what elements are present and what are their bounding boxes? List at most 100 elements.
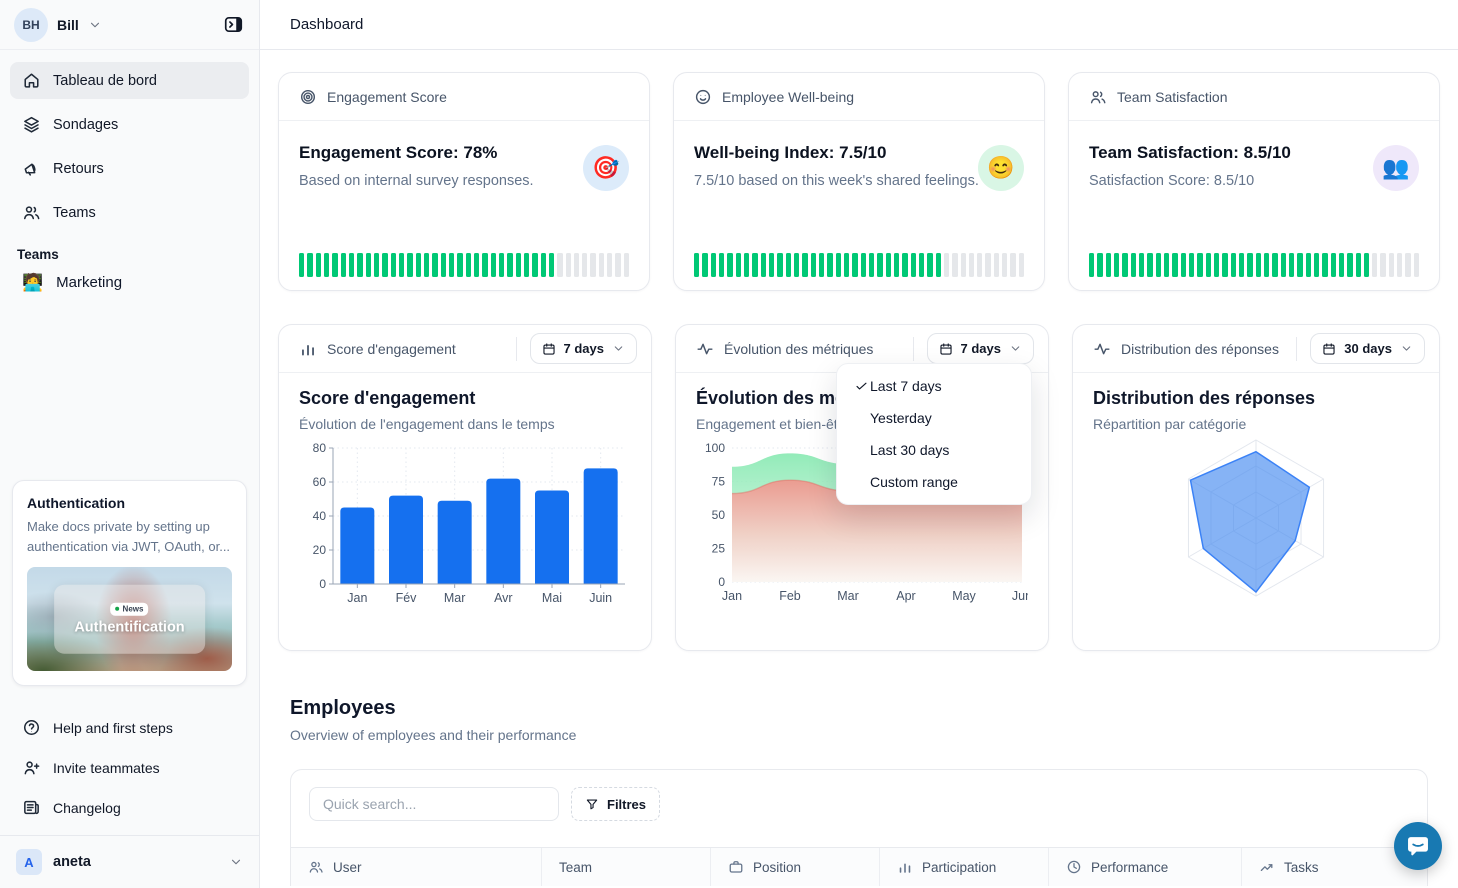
stat-title: Engagement Score: 78% — [299, 143, 498, 162]
smile-emoji-icon: 😊 — [978, 145, 1024, 191]
progress-tick — [315, 253, 321, 277]
progress-tick — [960, 253, 966, 277]
progress-tick — [1230, 253, 1236, 277]
sidebar-item-label: Changelog — [53, 799, 121, 816]
svg-text:Mai: Mai — [542, 591, 562, 605]
sidebar-section-label: Teams — [17, 247, 59, 262]
sidebar-item-retours[interactable]: Retours — [10, 150, 249, 187]
stat-cards-row: Engagement Score Engagement Score: 78% B… — [278, 72, 1440, 291]
table-column-performance[interactable]: Performance — [1048, 848, 1241, 886]
target-emoji-icon: 🎯 — [583, 145, 629, 191]
progress-tick — [927, 253, 933, 277]
chart-subtitle: Engagement et bien-être — [696, 416, 851, 432]
progress-tick — [1213, 253, 1220, 277]
news-badge: News — [110, 602, 149, 616]
user-plus-icon — [22, 758, 41, 777]
svg-text:25: 25 — [712, 542, 726, 556]
chart-card-response-distribution: Distribution des réponses 30 days Distri… — [1072, 324, 1440, 651]
sidebar-item-sondages[interactable]: Sondages — [10, 106, 249, 143]
menu-item-label: Yesterday — [870, 410, 932, 426]
progress-tick — [727, 253, 733, 277]
filters-button[interactable]: Filtres — [571, 787, 661, 821]
progress-tick — [440, 253, 446, 277]
date-range-label: 30 days — [1344, 341, 1392, 356]
chevron-down-icon[interactable] — [88, 18, 102, 32]
progress-tick — [952, 253, 958, 277]
sidebar-item-label: Help and first steps — [53, 719, 173, 736]
progress-tick — [1405, 253, 1411, 277]
sidebar-team-marketing[interactable]: 🧑‍💻 Marketing — [10, 266, 249, 299]
sidebar-teams-list: 🧑‍💻 Marketing — [0, 266, 259, 299]
sidebar-item-help-and-first-steps[interactable]: Help and first steps — [10, 710, 249, 745]
progress-tick — [465, 253, 471, 277]
progress-tick — [1272, 253, 1278, 277]
date-range-label: 7 days — [563, 341, 604, 356]
progress-tick — [860, 253, 866, 277]
sidebar-item-label: Teams — [53, 204, 96, 221]
chat-icon — [1408, 837, 1428, 856]
card-header-label: Distribution des réponses — [1121, 340, 1279, 357]
table-column-team[interactable]: Team — [541, 848, 710, 886]
chart-title: Score d'engagement — [299, 388, 476, 408]
progress-tick — [943, 253, 950, 277]
sidebar-item-tableau-de-bord[interactable]: Tableau de bord — [10, 62, 249, 99]
table-column-tasks[interactable]: Tasks — [1241, 848, 1427, 886]
sidebar-item-invite-teammates[interactable]: Invite teammates — [10, 750, 249, 785]
sidebar-collapse-button[interactable] — [219, 11, 247, 39]
promo-image-overlay: News Authentification — [53, 584, 206, 654]
progress-tick — [1255, 253, 1261, 277]
user-name[interactable]: Bill — [57, 16, 79, 33]
workspace-switcher[interactable]: A aneta — [0, 835, 259, 888]
bar-chart: 0 20 40 60 80 Jan Fév Mar Avr Mai Juin — [299, 440, 631, 611]
svg-text:Apr: Apr — [896, 589, 915, 603]
card-header: Team Satisfaction — [1069, 73, 1439, 121]
table-column-position[interactable]: Position — [710, 848, 879, 886]
card-body: Team Satisfaction: 8.5/10 Satisfaction S… — [1069, 121, 1439, 291]
progress-tick — [532, 253, 538, 277]
progress-tick — [1172, 253, 1178, 277]
progress-tick — [515, 253, 521, 277]
progress-tick — [1288, 253, 1295, 277]
menu-item-custom-range[interactable]: Custom range — [837, 466, 1031, 498]
date-range-dropdown-menu: Last 7 days Yesterday Last 30 days Custom r… — [836, 363, 1032, 505]
table-column-user[interactable]: User — [291, 848, 541, 886]
activity-icon — [1093, 340, 1111, 358]
search-input[interactable] — [309, 787, 559, 821]
sidebar-item-label: Tableau de bord — [53, 72, 157, 89]
menu-item-label: Custom range — [870, 474, 958, 490]
progress-tick — [877, 253, 883, 277]
progress-tick — [735, 253, 741, 277]
stat-card-engagement: Engagement Score Engagement Score: 78% B… — [278, 72, 650, 291]
menu-item-yesterday[interactable]: Yesterday — [837, 402, 1031, 434]
progress-tick — [1330, 253, 1336, 277]
stat-progress-bar — [1089, 253, 1420, 277]
progress-tick — [1222, 253, 1228, 277]
svg-text:Juin: Juin — [589, 591, 612, 605]
progress-tick — [902, 253, 908, 277]
users-icon — [22, 203, 41, 222]
svg-text:60: 60 — [313, 475, 327, 489]
progress-tick — [768, 253, 775, 277]
card-header-label: Employee Well-being — [722, 88, 855, 105]
progress-tick — [1238, 253, 1245, 277]
menu-item-last-7-days[interactable]: Last 7 days — [837, 370, 1031, 402]
progress-tick — [694, 253, 700, 277]
date-range-button[interactable]: 7 days — [926, 333, 1034, 364]
progress-tick — [793, 253, 800, 277]
table-column-participation[interactable]: Participation — [879, 848, 1048, 886]
menu-item-last-30-days[interactable]: Last 30 days — [837, 434, 1031, 466]
progress-tick — [415, 253, 421, 277]
chat-launcher-button[interactable] — [1394, 822, 1442, 870]
progress-tick — [348, 253, 355, 277]
column-label: Participation — [922, 859, 997, 875]
sidebar-item-teams[interactable]: Teams — [10, 194, 249, 231]
people-emoji-icon: 👥 — [1373, 145, 1419, 191]
date-range-button[interactable]: 30 days — [1310, 333, 1425, 364]
promo-card-authentication[interactable]: Authentication Make docs private by sett… — [12, 479, 247, 686]
progress-tick — [615, 253, 621, 277]
sidebar-item-changelog[interactable]: Changelog — [10, 790, 249, 825]
svg-text:40: 40 — [313, 509, 327, 523]
date-range-button[interactable]: 7 days — [529, 333, 637, 364]
progress-tick — [1388, 253, 1395, 277]
divider — [515, 336, 517, 361]
